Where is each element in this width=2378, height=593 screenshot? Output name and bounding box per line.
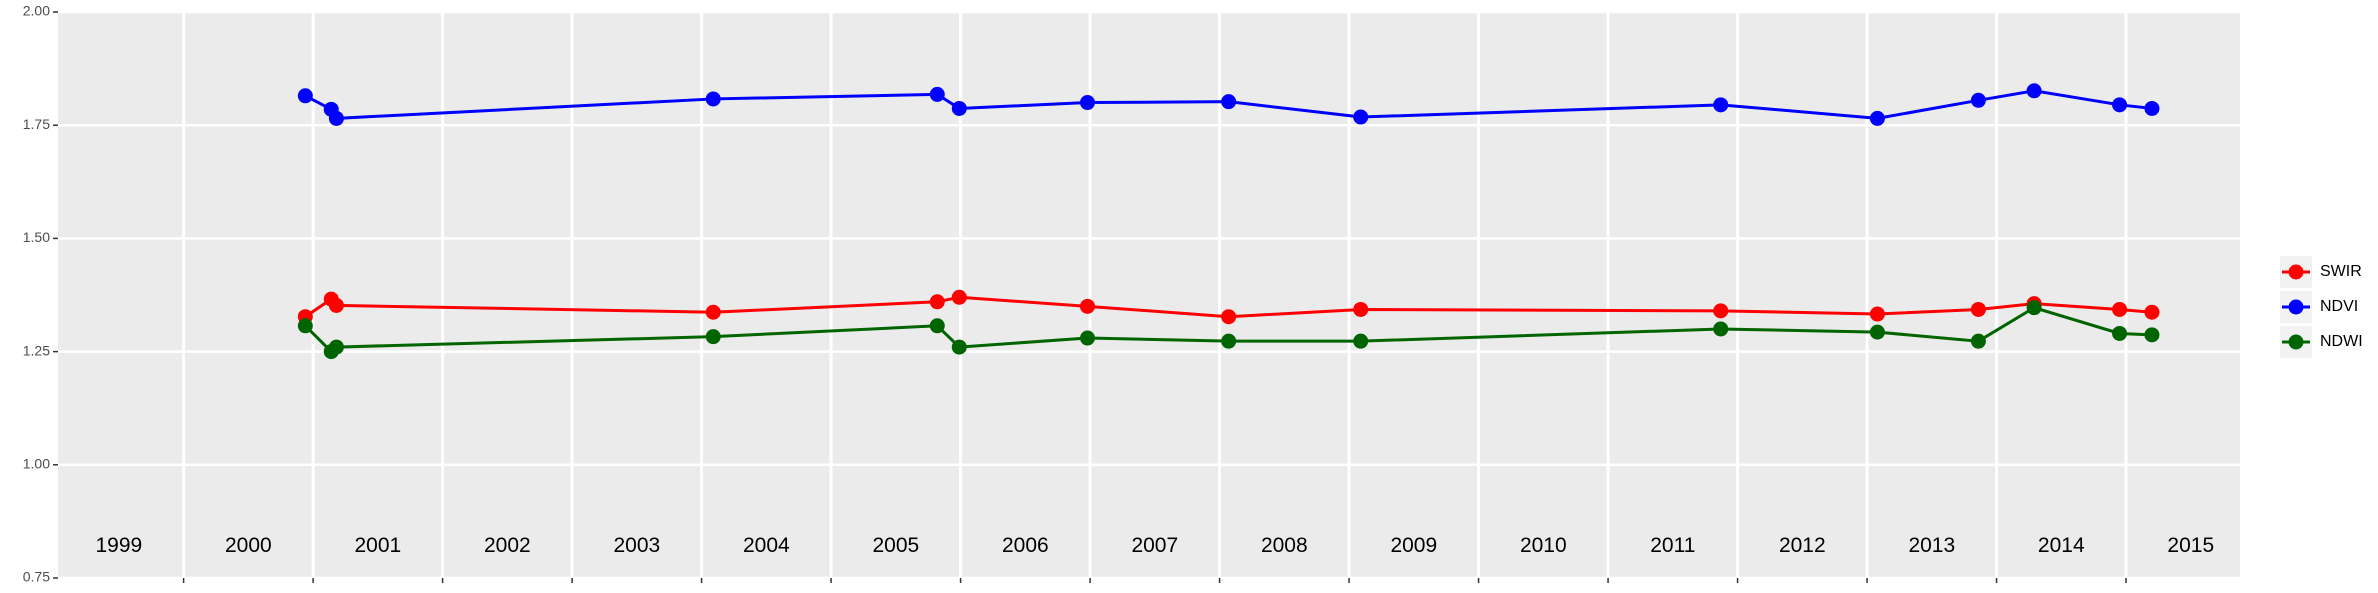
point [1869, 110, 1885, 126]
point [1079, 95, 1095, 111]
year-label: 2009 [1390, 534, 1437, 557]
point [2026, 83, 2042, 99]
point [1221, 94, 1237, 110]
year-label: 2001 [354, 534, 401, 557]
legend-point [2288, 299, 2304, 315]
point [2112, 301, 2128, 317]
year-label: 2008 [1261, 534, 1308, 557]
point [1869, 306, 1885, 322]
year-label: 2003 [613, 534, 660, 557]
point [1079, 298, 1095, 314]
point [328, 339, 344, 355]
point [2144, 100, 2160, 116]
point [2112, 97, 2128, 113]
point [1353, 109, 1369, 125]
point [1869, 324, 1885, 340]
point [1970, 333, 1986, 349]
point [2144, 304, 2160, 320]
year-label: 1999 [96, 534, 143, 557]
year-label: 2007 [1131, 534, 1178, 557]
y-tick-label: 0.75 [23, 569, 50, 585]
point [1713, 97, 1729, 113]
year-label: 2010 [1520, 534, 1567, 557]
y-tick-label: 2.00 [23, 3, 50, 19]
point [1970, 301, 1986, 317]
point [705, 91, 721, 107]
point [2144, 327, 2160, 343]
legend-point [2288, 264, 2304, 280]
year-label: 2012 [1779, 534, 1826, 557]
legend-label: NDVI [2320, 298, 2358, 315]
panel [58, 12, 2240, 578]
year-label: 2013 [1908, 534, 1955, 557]
point [2026, 300, 2042, 316]
point [1713, 321, 1729, 337]
point [951, 100, 967, 116]
point [1970, 92, 1986, 108]
year-label: 2002 [484, 534, 531, 557]
point [1221, 333, 1237, 349]
point [1079, 330, 1095, 346]
legend-point [2288, 334, 2304, 350]
point [297, 88, 313, 104]
y-tick-label: 1.25 [23, 342, 50, 358]
y-tick-label: 1.00 [23, 456, 50, 472]
point [1221, 309, 1237, 325]
point [929, 294, 945, 310]
point [2112, 325, 2128, 341]
point [328, 297, 344, 313]
point [1713, 303, 1729, 319]
legend-label: NDWI [2320, 333, 2363, 350]
point [705, 329, 721, 345]
year-label: 2005 [872, 534, 919, 557]
point [929, 86, 945, 102]
year-label: 2011 [1650, 534, 1695, 557]
point [328, 110, 344, 126]
y-tick-label: 1.75 [23, 116, 50, 132]
point [705, 304, 721, 320]
year-label: 2000 [225, 534, 272, 557]
point [297, 318, 313, 334]
point [1353, 333, 1369, 349]
year-label: 2015 [2167, 534, 2214, 557]
point [951, 289, 967, 305]
year-label: 2004 [743, 534, 790, 557]
point [951, 339, 967, 355]
point [929, 318, 945, 334]
legend-label: SWIR [2320, 263, 2362, 280]
year-label: 2006 [1002, 534, 1049, 557]
year-label: 2014 [2038, 534, 2085, 557]
y-tick-label: 1.50 [23, 229, 50, 245]
point [1353, 301, 1369, 317]
